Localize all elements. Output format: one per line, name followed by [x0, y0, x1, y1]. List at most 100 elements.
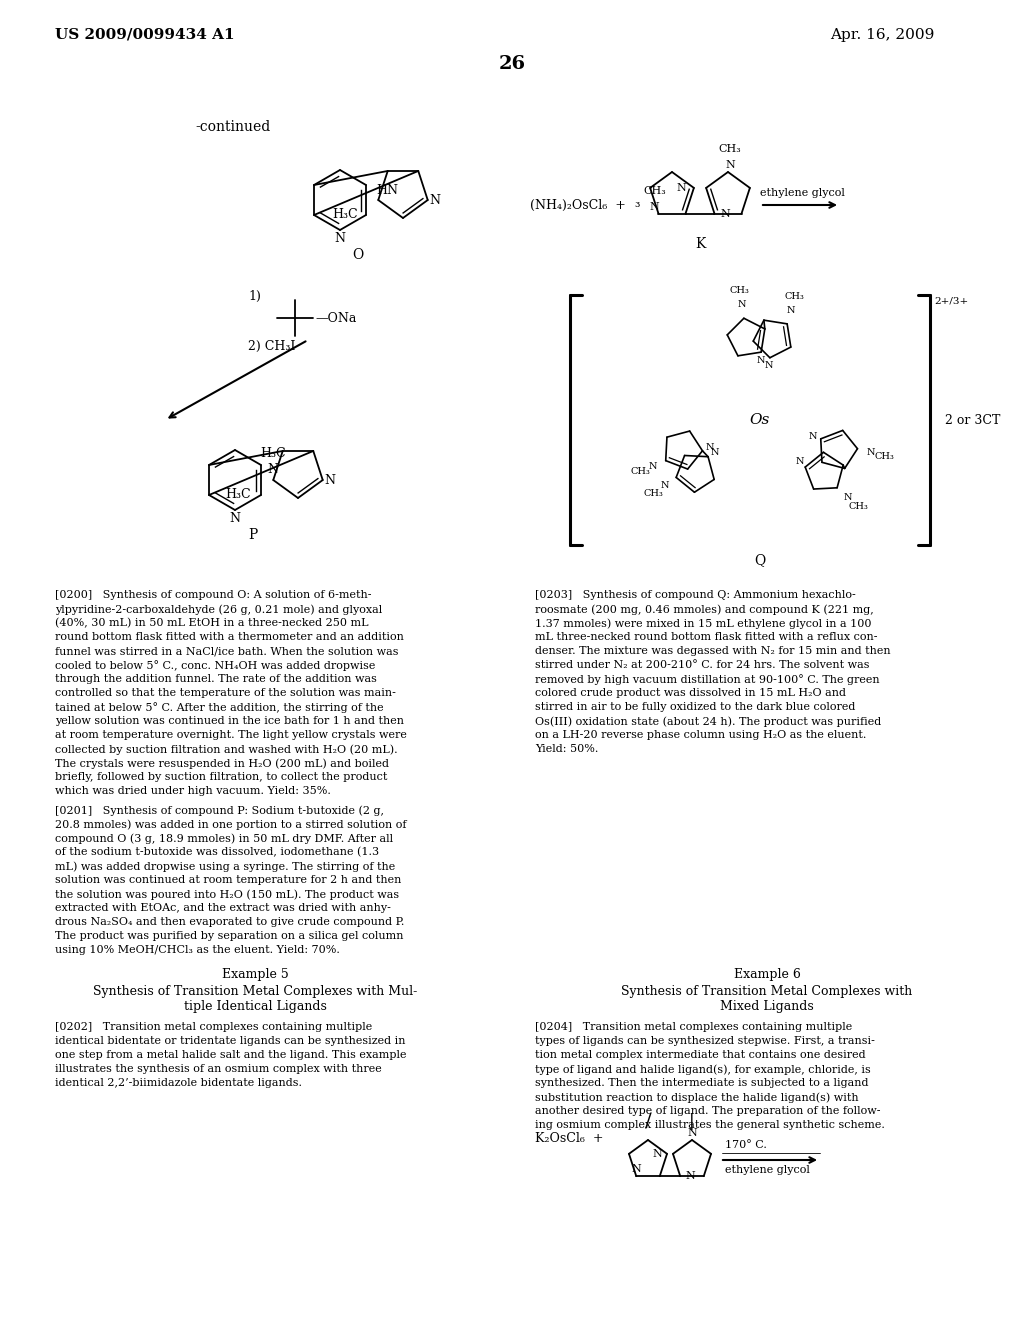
- Text: Yield: 50%.: Yield: 50%.: [535, 744, 598, 754]
- Text: O: O: [352, 248, 364, 261]
- Text: 2+/3+: 2+/3+: [934, 297, 969, 306]
- Text: Os(III) oxidation state (about 24 h). The product was purified: Os(III) oxidation state (about 24 h). Th…: [535, 715, 882, 726]
- Text: 170° C.: 170° C.: [725, 1140, 767, 1150]
- Text: CH₃: CH₃: [643, 488, 663, 498]
- Text: compound O (3 g, 18.9 mmoles) in 50 mL dry DMF. After all: compound O (3 g, 18.9 mmoles) in 50 mL d…: [55, 833, 393, 843]
- Text: (40%, 30 mL) in 50 mL EtOH in a three-necked 250 mL: (40%, 30 mL) in 50 mL EtOH in a three-ne…: [55, 618, 369, 628]
- Text: N: N: [844, 492, 852, 502]
- Text: extracted with EtOAc, and the extract was dried with anhy-: extracted with EtOAc, and the extract wa…: [55, 903, 391, 913]
- Text: N: N: [648, 462, 657, 471]
- Text: /: /: [645, 1113, 651, 1131]
- Text: removed by high vacuum distillation at 90-100° C. The green: removed by high vacuum distillation at 9…: [535, 675, 880, 685]
- Text: K: K: [695, 238, 706, 251]
- Text: mL) was added dropwise using a syringe. The stirring of the: mL) was added dropwise using a syringe. …: [55, 861, 395, 871]
- Text: round bottom flask fitted with a thermometer and an addition: round bottom flask fitted with a thermom…: [55, 632, 403, 642]
- Text: N: N: [796, 457, 804, 466]
- Text: K₂OsCl₆  +: K₂OsCl₆ +: [535, 1131, 603, 1144]
- Text: tiple Identical Ligands: tiple Identical Ligands: [183, 1001, 327, 1012]
- Text: Synthesis of Transition Metal Complexes with Mul-: Synthesis of Transition Metal Complexes …: [93, 985, 417, 998]
- Text: types of ligands can be synthesized stepwise. First, a transi-: types of ligands can be synthesized step…: [535, 1036, 874, 1045]
- Text: N: N: [757, 355, 765, 364]
- Text: 1): 1): [248, 290, 261, 304]
- Text: Mixed Ligands: Mixed Ligands: [720, 1001, 814, 1012]
- Text: tained at below 5° C. After the addition, the stirring of the: tained at below 5° C. After the addition…: [55, 702, 384, 713]
- Text: stirred under N₂ at 200-210° C. for 24 hrs. The solvent was: stirred under N₂ at 200-210° C. for 24 h…: [535, 660, 869, 671]
- Text: briefly, followed by suction filtration, to collect the product: briefly, followed by suction filtration,…: [55, 772, 387, 781]
- Text: US 2009/0099434 A1: US 2009/0099434 A1: [55, 28, 234, 42]
- Text: ing osmium complex illustrates the general synthetic scheme.: ing osmium complex illustrates the gener…: [535, 1119, 885, 1130]
- Text: Os: Os: [750, 413, 770, 426]
- Text: N: N: [711, 447, 719, 457]
- Text: N: N: [676, 183, 686, 193]
- Text: denser. The mixture was degassed with N₂ for 15 min and then: denser. The mixture was degassed with N₂…: [535, 645, 891, 656]
- Text: CH₃: CH₃: [729, 286, 750, 296]
- Text: type of ligand and halide ligand(s), for example, chloride, is: type of ligand and halide ligand(s), for…: [535, 1064, 870, 1074]
- Text: Example 6: Example 6: [733, 968, 801, 981]
- Text: Apr. 16, 2009: Apr. 16, 2009: [830, 28, 934, 42]
- Text: N: N: [786, 306, 796, 315]
- Text: stirred in air to be fully oxidized to the dark blue colored: stirred in air to be fully oxidized to t…: [535, 702, 855, 711]
- Text: N: N: [430, 194, 440, 206]
- Text: one step from a metal halide salt and the ligand. This example: one step from a metal halide salt and th…: [55, 1049, 407, 1060]
- Text: using 10% MeOH/CHCl₃ as the eluent. Yield: 70%.: using 10% MeOH/CHCl₃ as the eluent. Yiel…: [55, 945, 340, 954]
- Text: [0201]   Synthesis of compound P: Sodium t-butoxide (2 g,: [0201] Synthesis of compound P: Sodium t…: [55, 805, 384, 816]
- Text: N: N: [632, 1164, 641, 1175]
- Text: HN: HN: [376, 183, 398, 197]
- Text: at room temperature overnight. The light yellow crystals were: at room temperature overnight. The light…: [55, 730, 407, 741]
- Text: collected by suction filtration and washed with H₂O (20 mL).: collected by suction filtration and wash…: [55, 744, 397, 755]
- Text: 2) CH₃I: 2) CH₃I: [248, 341, 295, 352]
- Text: N: N: [649, 202, 659, 211]
- Text: through the addition funnel. The rate of the addition was: through the addition funnel. The rate of…: [55, 675, 377, 684]
- Text: CH₃: CH₃: [643, 186, 666, 195]
- Text: N: N: [764, 362, 773, 370]
- Text: CH₃: CH₃: [874, 453, 894, 461]
- Text: cooled to below 5° C., conc. NH₄OH was added dropwise: cooled to below 5° C., conc. NH₄OH was a…: [55, 660, 376, 671]
- Text: The crystals were resuspended in H₂O (200 mL) and boiled: The crystals were resuspended in H₂O (20…: [55, 758, 389, 768]
- Text: of the sodium t-butoxide was dissolved, iodomethane (1.3: of the sodium t-butoxide was dissolved, …: [55, 847, 379, 858]
- Text: funnel was stirred in a NaCl/ice bath. When the solution was: funnel was stirred in a NaCl/ice bath. W…: [55, 645, 398, 656]
- Text: N: N: [725, 160, 735, 170]
- Text: -continued: -continued: [195, 120, 270, 135]
- Text: ylpyridine-2-carboxaldehyde (26 g, 0.21 mole) and glyoxal: ylpyridine-2-carboxaldehyde (26 g, 0.21 …: [55, 605, 382, 615]
- Text: ethylene glycol: ethylene glycol: [725, 1166, 810, 1175]
- Text: CH₃: CH₃: [630, 467, 650, 477]
- Text: [0204]   Transition metal complexes containing multiple: [0204] Transition metal complexes contai…: [535, 1022, 852, 1032]
- Text: N: N: [660, 480, 669, 490]
- Text: H₃C: H₃C: [333, 209, 358, 222]
- Text: CH₃: CH₃: [784, 293, 805, 301]
- Text: N: N: [737, 300, 745, 309]
- Text: N: N: [325, 474, 336, 487]
- Text: |: |: [689, 1114, 695, 1130]
- Text: [0200]   Synthesis of compound O: A solution of 6-meth-: [0200] Synthesis of compound O: A soluti…: [55, 590, 372, 601]
- Text: substitution reaction to displace the halide ligand(s) with: substitution reaction to displace the ha…: [535, 1092, 859, 1102]
- Text: drous Na₂SO₄ and then evaporated to give crude compound P.: drous Na₂SO₄ and then evaporated to give…: [55, 917, 404, 927]
- Text: another desired type of ligand. The preparation of the follow-: another desired type of ligand. The prep…: [535, 1106, 881, 1115]
- Text: tion metal complex intermediate that contains one desired: tion metal complex intermediate that con…: [535, 1049, 865, 1060]
- Text: which was dried under high vacuum. Yield: 35%.: which was dried under high vacuum. Yield…: [55, 785, 331, 796]
- Text: yellow solution was continued in the ice bath for 1 h and then: yellow solution was continued in the ice…: [55, 715, 404, 726]
- Text: identical 2,2’-biimidazole bidentate ligands.: identical 2,2’-biimidazole bidentate lig…: [55, 1078, 302, 1088]
- Text: N: N: [335, 232, 345, 246]
- Text: N: N: [866, 449, 876, 457]
- Text: Q: Q: [755, 553, 766, 568]
- Text: N: N: [685, 1171, 695, 1181]
- Text: synthesized. Then the intermediate is subjected to a ligand: synthesized. Then the intermediate is su…: [535, 1078, 868, 1088]
- Text: N: N: [229, 512, 241, 525]
- Text: CH₃: CH₃: [719, 144, 741, 154]
- Text: 1.37 mmoles) were mixed in 15 mL ethylene glycol in a 100: 1.37 mmoles) were mixed in 15 mL ethylen…: [535, 618, 871, 628]
- Text: identical bidentate or tridentate ligands can be synthesized in: identical bidentate or tridentate ligand…: [55, 1036, 406, 1045]
- Text: N: N: [809, 432, 817, 441]
- Text: P: P: [249, 528, 258, 543]
- Text: ethylene glycol: ethylene glycol: [760, 187, 845, 198]
- Text: 20.8 mmoles) was added in one portion to a stirred solution of: 20.8 mmoles) was added in one portion to…: [55, 818, 407, 829]
- Text: —ONa: —ONa: [315, 312, 356, 325]
- Text: 26: 26: [499, 55, 525, 73]
- Text: 2 or 3CT: 2 or 3CT: [945, 413, 1000, 426]
- Text: H₃C: H₃C: [260, 447, 286, 461]
- Text: N: N: [687, 1129, 697, 1138]
- Text: N: N: [267, 463, 279, 477]
- Text: CH₃: CH₃: [848, 502, 868, 511]
- Text: Example 5: Example 5: [221, 968, 289, 981]
- Text: illustrates the synthesis of an osmium complex with three: illustrates the synthesis of an osmium c…: [55, 1064, 382, 1074]
- Text: on a LH-20 reverse phase column using H₂O as the eluent.: on a LH-20 reverse phase column using H₂…: [535, 730, 866, 741]
